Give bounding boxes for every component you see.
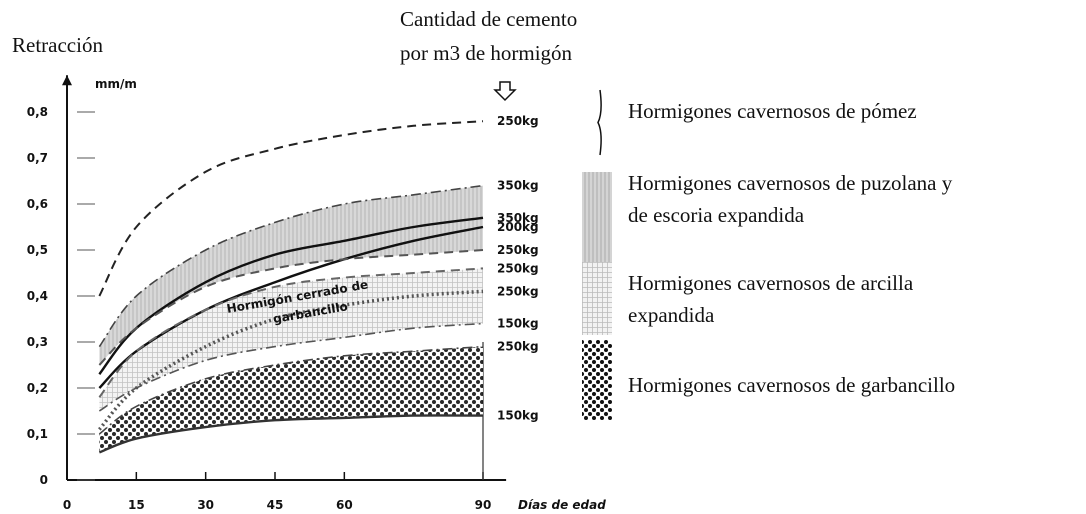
series-label: 250kg [497, 243, 539, 257]
legend-label: de escoria expandida [628, 203, 805, 227]
y-tick-label: 0,6 [27, 197, 48, 211]
line [98, 345, 484, 435]
legend-label: Hormigones cavernosos de garbancillo [628, 373, 955, 397]
series-label: 350kg [497, 179, 539, 193]
band [99, 185, 483, 365]
x-axis-label: Días de edad [518, 498, 606, 512]
legend-label: Hormigones cavernosos de pómez [628, 99, 917, 123]
legend-swatch [597, 89, 602, 156]
legend-label: Hormigones cavernosos de arcilla [628, 271, 914, 295]
series-label: 250kg [497, 114, 539, 128]
x-tick-label: 30 [197, 498, 214, 512]
series-label: 150kg [497, 317, 539, 331]
series-label: 350kg [497, 211, 539, 225]
x-tick-label: 0 [63, 498, 71, 512]
y-tick-label: 0,5 [27, 243, 48, 257]
x-tick-label: 90 [475, 498, 492, 512]
y-tick-label: 0 [40, 473, 48, 487]
series-label: 250kg [497, 340, 539, 354]
line [98, 249, 484, 366]
series-label: 250kg [497, 261, 539, 275]
line [98, 414, 484, 454]
band [99, 268, 483, 411]
x-tick-label: 60 [336, 498, 353, 512]
down-arrow [493, 81, 517, 102]
line [98, 322, 484, 412]
legend-label: Hormigones cavernosos de puzolana y [628, 171, 953, 195]
subtitle: por m3 de hormigón [400, 41, 573, 65]
line [98, 184, 484, 348]
legend-swatch [582, 262, 612, 335]
y-tick-label: 0,8 [27, 105, 48, 119]
y-tick-label: 0,2 [27, 381, 48, 395]
y-tick-label: 0,7 [27, 151, 48, 165]
series-label: 150kg [497, 409, 539, 423]
x-tick-label: 15 [128, 498, 145, 512]
y-tick-label: 0,4 [27, 289, 48, 303]
legend-label: expandida [628, 303, 715, 327]
subtitle: Cantidad de cemento [400, 7, 577, 31]
y-tick-label: 0,3 [27, 335, 48, 349]
line [98, 120, 484, 297]
legend-swatch [582, 340, 612, 420]
x-tick-label: 45 [267, 498, 284, 512]
band [99, 346, 483, 453]
series-label: 250kg [497, 284, 539, 298]
y-tick-label: 0,1 [27, 427, 48, 441]
chart-title: Retracción [12, 33, 103, 57]
y-axis-arrow [62, 75, 72, 86]
line [98, 267, 484, 398]
series-label: 200kg [497, 220, 539, 234]
y-axis-label: mm/m [95, 77, 137, 91]
line [98, 225, 484, 389]
